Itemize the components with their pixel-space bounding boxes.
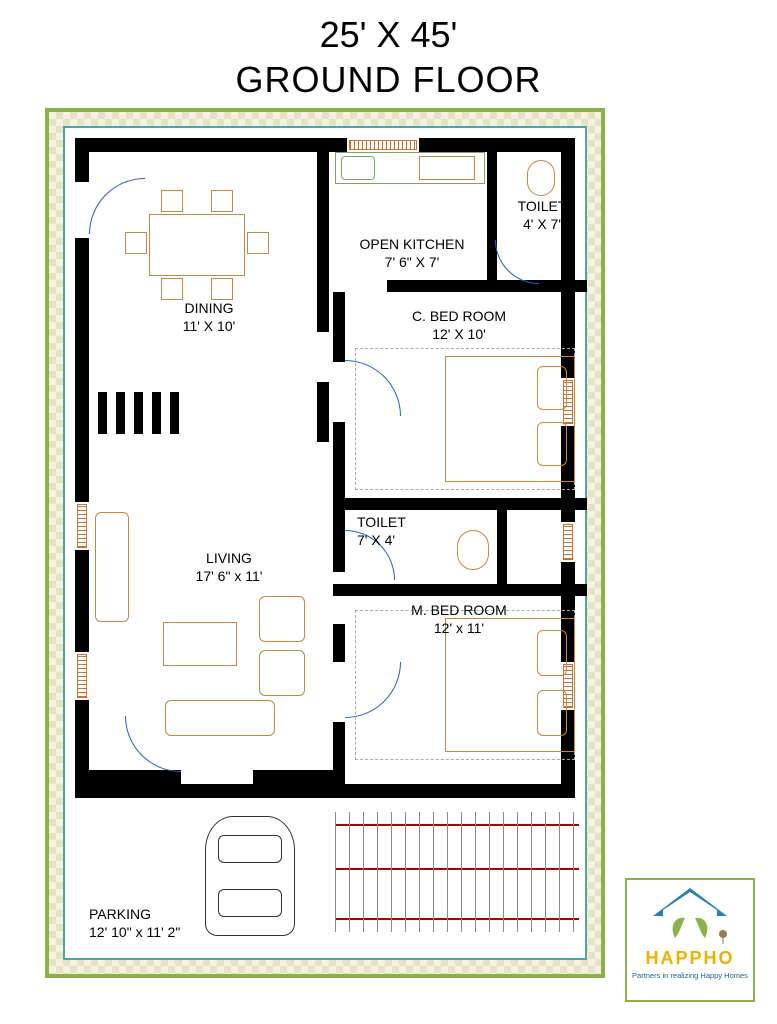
door-toilet1: [495, 240, 539, 284]
label-dim: 7' X 4': [357, 532, 467, 550]
wall-kitchen-toilet: [487, 152, 497, 282]
plan-header: 25' X 45' GROUND FLOOR: [0, 0, 777, 102]
label-dim: 12' 10" x 11' 2": [89, 924, 269, 942]
door-dining: [89, 178, 145, 234]
label-dim: 12' x 11': [379, 620, 539, 638]
label-text: OPEN KITCHEN: [337, 236, 487, 254]
label-dim: 17' 6" x 11': [149, 568, 309, 586]
label-text: LIVING: [149, 550, 309, 568]
label-cbed: C. BED ROOM 12' X 10': [379, 308, 539, 343]
label-kitchen: OPEN KITCHEN 7' 6" X 7': [337, 236, 487, 271]
opening-kitchen: [329, 280, 387, 292]
label-mbed: M. BED ROOM 12' x 11': [379, 602, 539, 637]
label-text: DINING: [149, 300, 269, 318]
living-coffee-table: [163, 622, 237, 666]
wall-toilet2-bottom: [333, 584, 587, 596]
plan-floor-name: GROUND FLOOR: [0, 57, 777, 102]
label-dim: 4' X 7': [499, 216, 585, 234]
dining-table: [149, 214, 245, 276]
cbed-pillow: [537, 366, 567, 410]
happho-logo-icon: [645, 886, 735, 946]
entry-stairs: [335, 812, 579, 932]
brand-name: HAPPHO: [627, 948, 753, 969]
mbed-pillow: [537, 630, 567, 676]
label-living: LIVING 17' 6" x 11': [149, 550, 309, 585]
label-text: C. BED ROOM: [379, 308, 539, 326]
living-armchair: [259, 596, 305, 642]
dining-chair: [161, 190, 183, 212]
kitchen-hob: [419, 156, 475, 180]
label-dim: 7' 6" X 7': [337, 254, 487, 272]
dining-chair: [211, 190, 233, 212]
toilet1-wc: [527, 160, 555, 196]
wall-cbed-bottom: [333, 498, 587, 510]
label-toilet2: TOILET 7' X 4': [357, 514, 467, 549]
label-text: M. BED ROOM: [379, 602, 539, 620]
living-armchair: [259, 650, 305, 696]
opening-mbed: [333, 662, 345, 722]
kitchen-sink: [341, 156, 375, 180]
plan-inner-boundary: DINING 11' X 10' OPEN KITCHEN 7' 6" X 7'…: [63, 126, 587, 960]
opening-front: [181, 770, 253, 784]
living-sofa-left: [95, 512, 129, 622]
opening-ext-top-left: [75, 182, 89, 238]
exterior-walls: DINING 11' X 10' OPEN KITCHEN 7' 6" X 7'…: [75, 138, 575, 798]
label-toilet1: TOILET 4' X 7': [499, 198, 585, 233]
label-dim: 11' X 10': [149, 318, 269, 336]
label-text: PARKING: [89, 906, 269, 924]
window-top-kitchen: [347, 138, 419, 152]
cbed-pillow: [537, 422, 567, 466]
plan-lot-boundary: DINING 11' X 10' OPEN KITCHEN 7' 6" X 7'…: [45, 108, 605, 978]
mbed-pillow: [537, 690, 567, 736]
dining-chair: [161, 278, 183, 300]
plan-dimensions: 25' X 45': [0, 12, 777, 57]
label-text: TOILET: [499, 198, 585, 216]
window-left-mid: [75, 502, 89, 550]
stair-hatch: [89, 392, 179, 434]
dining-chair: [125, 232, 147, 254]
dining-chair: [211, 278, 233, 300]
label-dim: 12' X 10': [379, 326, 539, 344]
wall-main-vertical-2: [317, 382, 329, 442]
opening-toilet2: [333, 572, 345, 624]
label-text: TOILET: [357, 514, 467, 532]
label-parking: PARKING 12' 10" x 11' 2": [89, 906, 269, 941]
opening-cbed: [333, 362, 345, 422]
window-left-low: [75, 652, 89, 700]
wall-main-vertical: [317, 152, 329, 332]
living-sofa-bottom: [165, 700, 275, 736]
wall-toilet2-right: [497, 508, 507, 586]
label-dining: DINING 11' X 10': [149, 300, 269, 335]
dining-chair: [247, 232, 269, 254]
window-right-2: [561, 522, 575, 562]
brand-tagline: Partners in realizing Happy Homes: [627, 971, 753, 980]
brand-logo-box: HAPPHO Partners in realizing Happy Homes: [625, 878, 755, 1002]
